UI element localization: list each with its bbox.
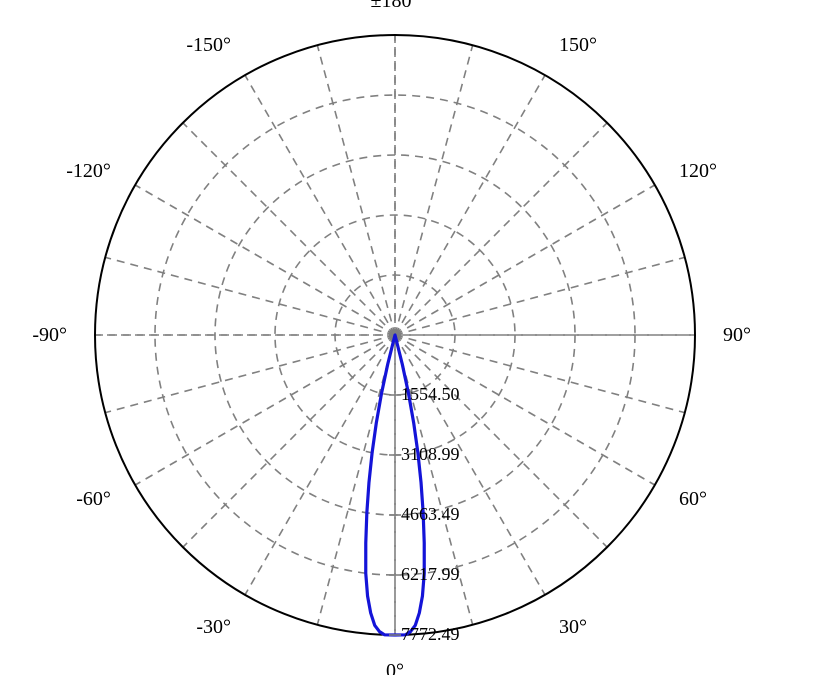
angle-label: -30° [196, 616, 231, 638]
angle-label: -90° [32, 324, 67, 346]
angle-label: -60° [76, 488, 111, 510]
radial-tick-label: 4663.49 [401, 504, 460, 524]
radial-tick-label: 1554.50 [401, 384, 460, 404]
angle-label: 150° [559, 34, 597, 56]
angle-label: 60° [679, 488, 707, 510]
angle-label: 30° [559, 616, 587, 638]
angle-label: 120° [679, 160, 717, 182]
angle-label: 90° [723, 324, 751, 346]
polar-svg: 1554.50 3108.99 4663.49 6217.99 7772.49 0° 30°… [0, 0, 814, 675]
angle-label: -150° [186, 34, 231, 56]
radial-tick-label: 3108.99 [401, 444, 460, 464]
angle-label: 0° [386, 660, 404, 675]
angle-label: ±180° [371, 0, 420, 12]
polar-chart: 1554.50 3108.99 4663.49 6217.99 7772.49 0° 30°… [0, 0, 814, 675]
radial-tick-label: 6217.99 [401, 564, 460, 584]
angle-label: -120° [66, 160, 111, 182]
radial-tick-label: 7772.49 [401, 624, 460, 644]
